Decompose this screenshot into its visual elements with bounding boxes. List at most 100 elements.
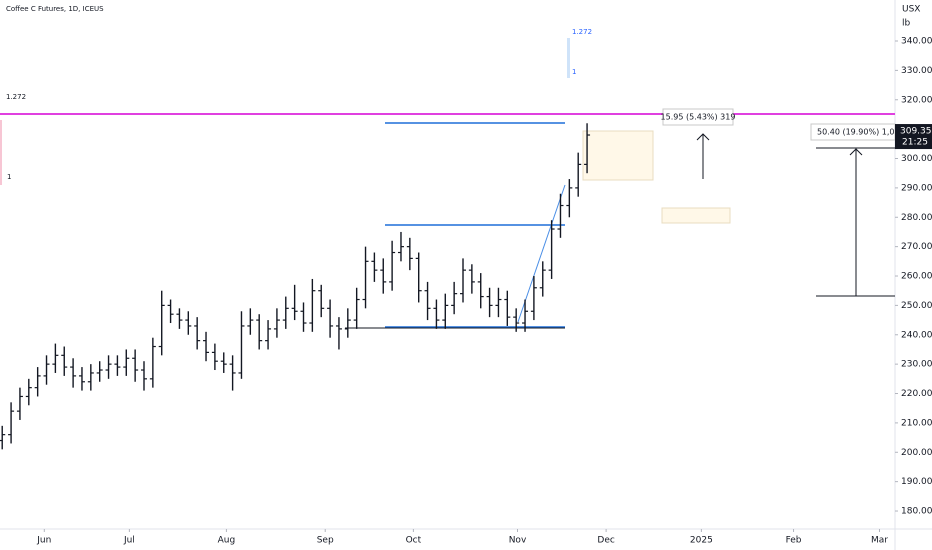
y-tick-label: 250.00 [901, 301, 932, 311]
ohlc-bar [548, 220, 555, 279]
ohlc-bar [0, 425, 6, 450]
countdown-label: 21:25 [902, 138, 928, 148]
ohlc-bar [25, 378, 32, 406]
ohlc-bar [132, 349, 139, 382]
y-tick-label: 330.00 [901, 66, 932, 76]
ohlc-bar [176, 308, 183, 329]
fib-marker [0, 120, 2, 185]
ohlc-bar [247, 308, 254, 335]
ohlc-bar [8, 402, 15, 444]
y-tick-label: 220.00 [901, 389, 932, 399]
ohlc-bar [123, 349, 130, 376]
ohlc-bar [282, 296, 289, 329]
axes: 180.00 190.00 200.00 210.00 220.00 230.00 240.… [36, 37, 932, 546]
ohlc-bar [389, 240, 396, 291]
y-tick-label: 180.00 [901, 507, 932, 517]
ohlc-bar [309, 278, 316, 332]
y-tick-label: 290.00 [901, 183, 932, 193]
fib-marker [567, 38, 570, 78]
x-tick-label: Jun [36, 536, 51, 546]
ohlc-bar [327, 299, 334, 338]
ohlc-bar [477, 273, 484, 309]
y-tick-label: 190.00 [901, 477, 932, 487]
bars [0, 123, 591, 450]
ohlc-bar [539, 261, 546, 297]
ohlc-bar [211, 343, 218, 371]
ohlc-bar [229, 355, 236, 391]
ohlc-bar [105, 355, 112, 379]
arrow-head [696, 133, 710, 141]
ohlc-bar [185, 311, 192, 335]
ohlc-bar [318, 284, 325, 318]
ohlc-bar [335, 317, 342, 350]
ohlc-bar [495, 287, 502, 318]
ohlc-bar [300, 302, 307, 332]
ohlc-bar [371, 252, 378, 282]
fib-label: 1.272 [572, 28, 592, 36]
x-tick-label: 2025 [690, 536, 713, 546]
ohlc-bar [504, 290, 511, 326]
ohlc-bar [87, 364, 94, 391]
ohlc-bar [194, 317, 201, 350]
ohlc-bar [78, 367, 85, 391]
ohlc-bar [344, 308, 351, 338]
ohlc-bar [238, 311, 245, 379]
ohlc-bar [584, 123, 591, 174]
fib-label: 1 [7, 173, 11, 181]
last-price-label: 309.35 [900, 127, 932, 137]
arrow-head [849, 148, 863, 156]
x-tick-label: Jul [123, 536, 135, 546]
ohlc-bar [433, 299, 440, 329]
ohlc-bar [220, 352, 227, 373]
ohlc-bar [61, 346, 68, 376]
ohlc-bar [167, 299, 174, 324]
unit-label: lb [902, 19, 911, 29]
y-tick-label: 210.00 [901, 418, 932, 428]
y-tick-label: 260.00 [901, 272, 932, 282]
ohlc-bar [566, 179, 573, 218]
ohlc-bar [265, 320, 272, 350]
ohlc-bar [406, 237, 413, 271]
x-tick-label: Feb [786, 536, 802, 546]
ohlc-bar [158, 290, 165, 356]
ohlc-bar [256, 314, 263, 350]
ohlc-bar [140, 361, 147, 391]
ohlc-bar [460, 258, 467, 303]
measure-label: 15.95 (5.43%) 319 [661, 113, 736, 122]
x-tick-label: Mar [871, 536, 888, 546]
x-tick-label: Dec [597, 536, 614, 546]
last-price-box [895, 124, 932, 150]
ohlc-bar [486, 287, 493, 318]
ohlc-bar [52, 343, 59, 373]
ohlc-bar [96, 361, 103, 382]
y-tick-label: 300.00 [901, 154, 932, 164]
y-tick-label: 320.00 [901, 95, 932, 105]
ohlc-bar [575, 152, 582, 197]
ohlc-bar [557, 193, 564, 238]
ohlc-bar [34, 367, 41, 397]
ohlc-bar [149, 337, 156, 388]
y-tick-label: 270.00 [901, 242, 932, 252]
x-tick-label: Nov [509, 536, 527, 546]
fib-label: 1.272 [6, 93, 26, 101]
ohlc-bar [70, 358, 77, 388]
trend-line [517, 184, 566, 323]
projection-box [661, 207, 731, 224]
y-tick-label: 230.00 [901, 360, 932, 370]
measure-label: 50.40 (19.90%) 1,008 [817, 128, 905, 137]
y-tick-label: 280.00 [901, 213, 932, 223]
ohlc-bar [530, 276, 537, 321]
ohlc-bar [273, 308, 280, 338]
ohlc-bar [114, 355, 121, 376]
projection-box [582, 130, 654, 181]
ohlc-bar [291, 284, 298, 321]
ohlc-bar [16, 387, 23, 420]
ohlc-bar [415, 252, 422, 303]
y-tick-label: 340.00 [901, 37, 932, 47]
y-tick-label: 240.00 [901, 330, 932, 340]
ohlc-bar [43, 355, 50, 385]
ohlc-bar [468, 264, 475, 294]
ohlc-bar [451, 281, 458, 315]
ohlc-bar [397, 231, 404, 262]
